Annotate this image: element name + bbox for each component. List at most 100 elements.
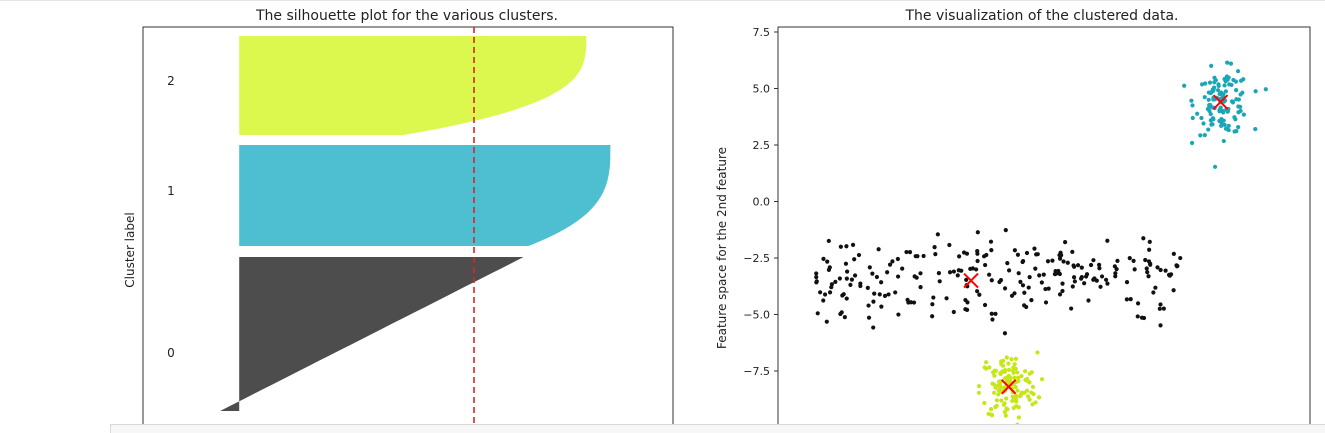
- scatter-point: [1146, 259, 1152, 264]
- scatter-point: [932, 244, 937, 250]
- scatter-point: [1020, 283, 1026, 288]
- silhouette-ytick-label: 2: [167, 74, 175, 88]
- scatter-point: [1018, 394, 1023, 399]
- scatter-point: [1027, 397, 1032, 402]
- scatter-point: [1219, 123, 1224, 129]
- scatter-point: [876, 247, 881, 252]
- scatter-point: [1171, 251, 1176, 256]
- scatter-point: [1079, 265, 1084, 270]
- scatter-point: [1057, 256, 1063, 261]
- scatter-point: [1065, 260, 1070, 265]
- scatter-point: [1011, 405, 1016, 411]
- scatter-point: [1139, 315, 1145, 320]
- scatter-point: [1236, 97, 1241, 102]
- scatter-point: [947, 270, 953, 275]
- scatter-point: [1029, 390, 1034, 395]
- scatter-point: [975, 230, 980, 235]
- scatter-point: [1000, 363, 1006, 368]
- scatter-point: [1171, 288, 1176, 293]
- scatter-ytick-label: −2.5: [743, 252, 770, 265]
- scatter-point: [890, 259, 895, 264]
- scatter-point: [1035, 350, 1040, 355]
- scatter-point: [1222, 83, 1227, 88]
- silhouette-band-cluster-2: [239, 36, 587, 135]
- scatter-point: [1027, 371, 1032, 376]
- scatter-point: [1178, 255, 1183, 261]
- scatter-point: [1013, 384, 1018, 390]
- scatter-point: [1015, 252, 1021, 257]
- scatter-plot-area: 7.5 5.0 2.5 0.0 −2.5 −5.0 −7.5: [743, 26, 1311, 432]
- scatter-point: [865, 285, 870, 290]
- scatter-point: [993, 404, 998, 410]
- scatter-point: [1238, 78, 1244, 83]
- scatter-point: [842, 314, 847, 320]
- scatter-point: [879, 304, 884, 309]
- scatter-point: [1147, 247, 1152, 252]
- scatter-ylabel: Feature space for the 2nd feature: [715, 147, 729, 349]
- scatter-point: [1144, 266, 1149, 271]
- scatter-point: [1113, 274, 1118, 279]
- scatter-point: [885, 270, 890, 275]
- scatter-point: [957, 254, 962, 259]
- scatter-point: [988, 407, 994, 412]
- scatter-point: [936, 271, 941, 276]
- scatter-point: [872, 291, 877, 296]
- scatter-point: [1253, 89, 1258, 94]
- scatter-point: [882, 293, 888, 298]
- scatter-point: [984, 366, 989, 371]
- scatter-point: [1060, 281, 1065, 286]
- scatter-point: [998, 384, 1003, 389]
- scatter-point: [907, 250, 913, 255]
- scatter-point: [921, 253, 926, 259]
- scatter-point: [1199, 115, 1204, 121]
- scatter-point: [849, 277, 855, 282]
- scatter-point: [1016, 271, 1021, 276]
- scatter-point: [821, 298, 826, 303]
- centroid-marker: [1212, 94, 1229, 110]
- scatter-point: [1097, 262, 1102, 268]
- scatter-point: [1212, 80, 1217, 85]
- scatter-point: [1018, 279, 1023, 284]
- scatter-point: [1020, 259, 1025, 265]
- scatter-point: [918, 285, 923, 290]
- scatter-point: [1039, 280, 1044, 285]
- silhouette-plot-area: 0 1 2: [142, 26, 674, 432]
- scatter-point: [1221, 138, 1226, 144]
- scatter-point: [981, 254, 987, 259]
- scatter-point: [815, 311, 820, 316]
- scatter-point: [1205, 106, 1210, 112]
- scatter-point: [975, 249, 980, 254]
- scatter-point: [1195, 111, 1200, 116]
- scatter-point: [1135, 301, 1141, 306]
- scatter-point: [1212, 85, 1217, 90]
- scatter-point: [915, 254, 920, 259]
- scatter-point: [1219, 116, 1224, 122]
- notebook-cell-bar[interactable]: [110, 424, 1325, 433]
- scatter-point: [1145, 270, 1150, 275]
- scatter-point: [852, 273, 858, 278]
- scatter-point: [1027, 380, 1032, 385]
- scatter-point: [1016, 415, 1021, 420]
- scatter-point: [1161, 306, 1166, 311]
- scatter-point: [1091, 258, 1096, 263]
- scatter-point: [983, 360, 989, 365]
- scatter-point: [998, 388, 1003, 393]
- scatter-point: [1135, 314, 1140, 319]
- scatter-point: [908, 300, 914, 305]
- scatter-point: [1011, 365, 1016, 370]
- scatter-point: [1057, 292, 1063, 297]
- scatter-point: [1027, 275, 1032, 280]
- scatter-point: [963, 297, 968, 303]
- scatter-ytick-label: 0.0: [753, 196, 771, 209]
- scatter-point: [900, 266, 905, 271]
- scatter-point: [839, 310, 844, 315]
- scatter-point: [976, 384, 982, 389]
- scatter-point: [989, 248, 994, 253]
- scatter-point: [1208, 102, 1213, 108]
- scatter-point: [989, 412, 994, 417]
- silhouette-band-cluster-1: [239, 145, 611, 246]
- scatter-point: [976, 390, 982, 395]
- scatter-point: [1147, 239, 1152, 244]
- scatter-point: [982, 302, 988, 308]
- scatter-point: [818, 290, 823, 295]
